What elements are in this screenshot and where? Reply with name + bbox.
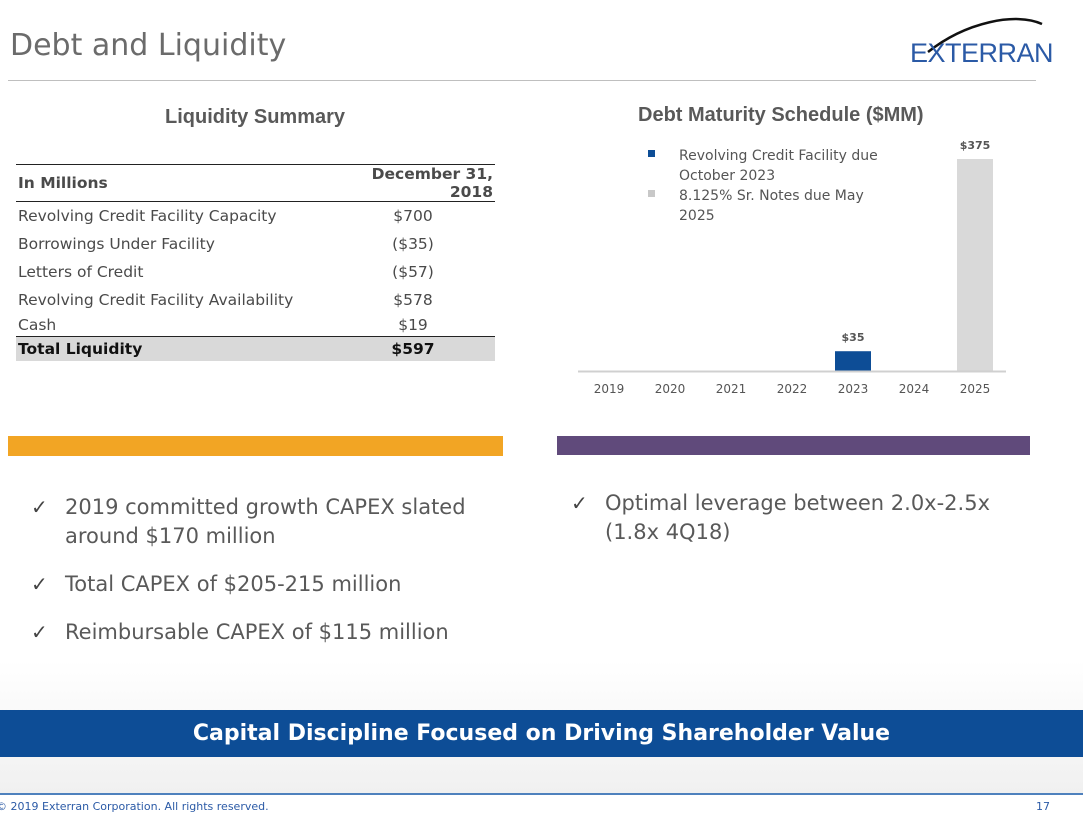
column-header-date: December 31, 2018 xyxy=(331,164,495,202)
legend-label: 8.125% Sr. Notes due May 2025 xyxy=(679,188,864,224)
data-label-2025: $375 xyxy=(960,139,991,152)
page-number: 17 xyxy=(1036,800,1050,813)
row-value: ($57) xyxy=(392,263,434,281)
table-row: Borrowings Under Facility ($35) xyxy=(16,230,495,258)
row-label: Letters of Credit xyxy=(18,263,144,281)
page-title: Debt and Liquidity xyxy=(10,28,287,63)
orange-accent-bar xyxy=(8,436,503,456)
column-header-label: In Millions xyxy=(16,164,331,202)
leverage-bullet-list: ✓ Optimal leverage between 2.0x-2.5x (1.8… xyxy=(571,489,1041,547)
row-label: Cash xyxy=(18,316,57,334)
bar-2023-revolver xyxy=(835,351,871,371)
row-value: $700 xyxy=(393,207,433,225)
copyright-text: © 2019 Exterran Corporation. All rights … xyxy=(0,800,269,813)
list-item: ✓ Total CAPEX of $205-215 million xyxy=(31,570,501,599)
row-label: Borrowings Under Facility xyxy=(18,235,215,253)
logo-wordmark: EXTERRAN xyxy=(910,38,1054,68)
liquidity-table: In Millions December 31, 2018 Revolving … xyxy=(16,164,495,361)
total-label: Total Liquidity xyxy=(16,336,331,361)
x-tick-label-2020: 2020 xyxy=(655,382,686,396)
legend-item-notes: 8.125% Sr. Notes due May 2025 xyxy=(644,186,884,226)
list-item: ✓ Optimal leverage between 2.0x-2.5x (1.8… xyxy=(571,491,991,544)
legend-swatch-revolver xyxy=(648,150,655,157)
table-row: Cash $19 xyxy=(16,314,495,337)
debt-maturity-chart: 2019 2020 2021 2022 $35 2023 2024 $375 2025 xyxy=(578,139,1006,396)
exterran-logo: EXTERRAN xyxy=(906,14,1056,74)
legend-label: Revolving Credit Facility due October 20… xyxy=(679,148,878,184)
total-row: Total Liquidity $597 xyxy=(16,336,495,361)
table-header-row: In Millions December 31, 2018 xyxy=(16,164,495,202)
x-tick-label-2021: 2021 xyxy=(716,382,747,396)
x-tick-label-2025: 2025 xyxy=(960,382,991,396)
row-label: Revolving Credit Facility Capacity xyxy=(18,207,277,225)
x-tick-label-2019: 2019 xyxy=(594,382,625,396)
x-tick-label-2024: 2024 xyxy=(899,382,930,396)
table-row: Revolving Credit Facility Capacity $700 xyxy=(16,202,495,231)
total-value: $597 xyxy=(331,336,495,361)
row-value: ($35) xyxy=(392,235,434,253)
bar-2025-notes xyxy=(957,159,993,371)
list-item: ✓ 2019 committed growth CAPEX slated arou… xyxy=(31,495,466,548)
liquidity-summary-title: Liquidity Summary xyxy=(164,106,346,128)
row-label: Revolving Credit Facility Availability xyxy=(18,291,294,309)
row-value: $578 xyxy=(393,291,433,309)
footer-divider xyxy=(0,793,1083,795)
x-tick-label-2022: 2022 xyxy=(777,382,808,396)
logo-swoosh-icon xyxy=(927,17,1043,53)
chart-legend: Revolving Credit Facility due October 20… xyxy=(644,146,884,226)
checkmark-icon: ✓ xyxy=(31,572,48,596)
legend-item-revolver: Revolving Credit Facility due October 20… xyxy=(644,146,884,186)
checkmark-icon: ✓ xyxy=(571,491,588,515)
checkmark-icon: ✓ xyxy=(31,495,48,519)
checkmark-icon: ✓ xyxy=(31,620,48,644)
x-tick-label-2023: 2023 xyxy=(838,382,869,396)
purple-accent-bar xyxy=(557,436,1030,455)
table-row: Revolving Credit Facility Availability $… xyxy=(16,286,495,314)
banner-message: Capital Discipline Focused on Driving Sh… xyxy=(0,710,1083,757)
data-label-2023: $35 xyxy=(842,331,865,344)
capex-bullet-list: ✓ 2019 committed growth CAPEX slated arou… xyxy=(31,493,501,666)
debt-maturity-title: Debt Maturity Schedule ($MM) xyxy=(638,104,924,126)
row-value: $19 xyxy=(398,316,428,334)
table-row: Letters of Credit ($57) xyxy=(16,258,495,286)
title-divider xyxy=(8,80,1036,81)
list-item: ✓ Reimbursable CAPEX of $115 million xyxy=(31,618,501,647)
legend-swatch-notes xyxy=(648,190,655,197)
